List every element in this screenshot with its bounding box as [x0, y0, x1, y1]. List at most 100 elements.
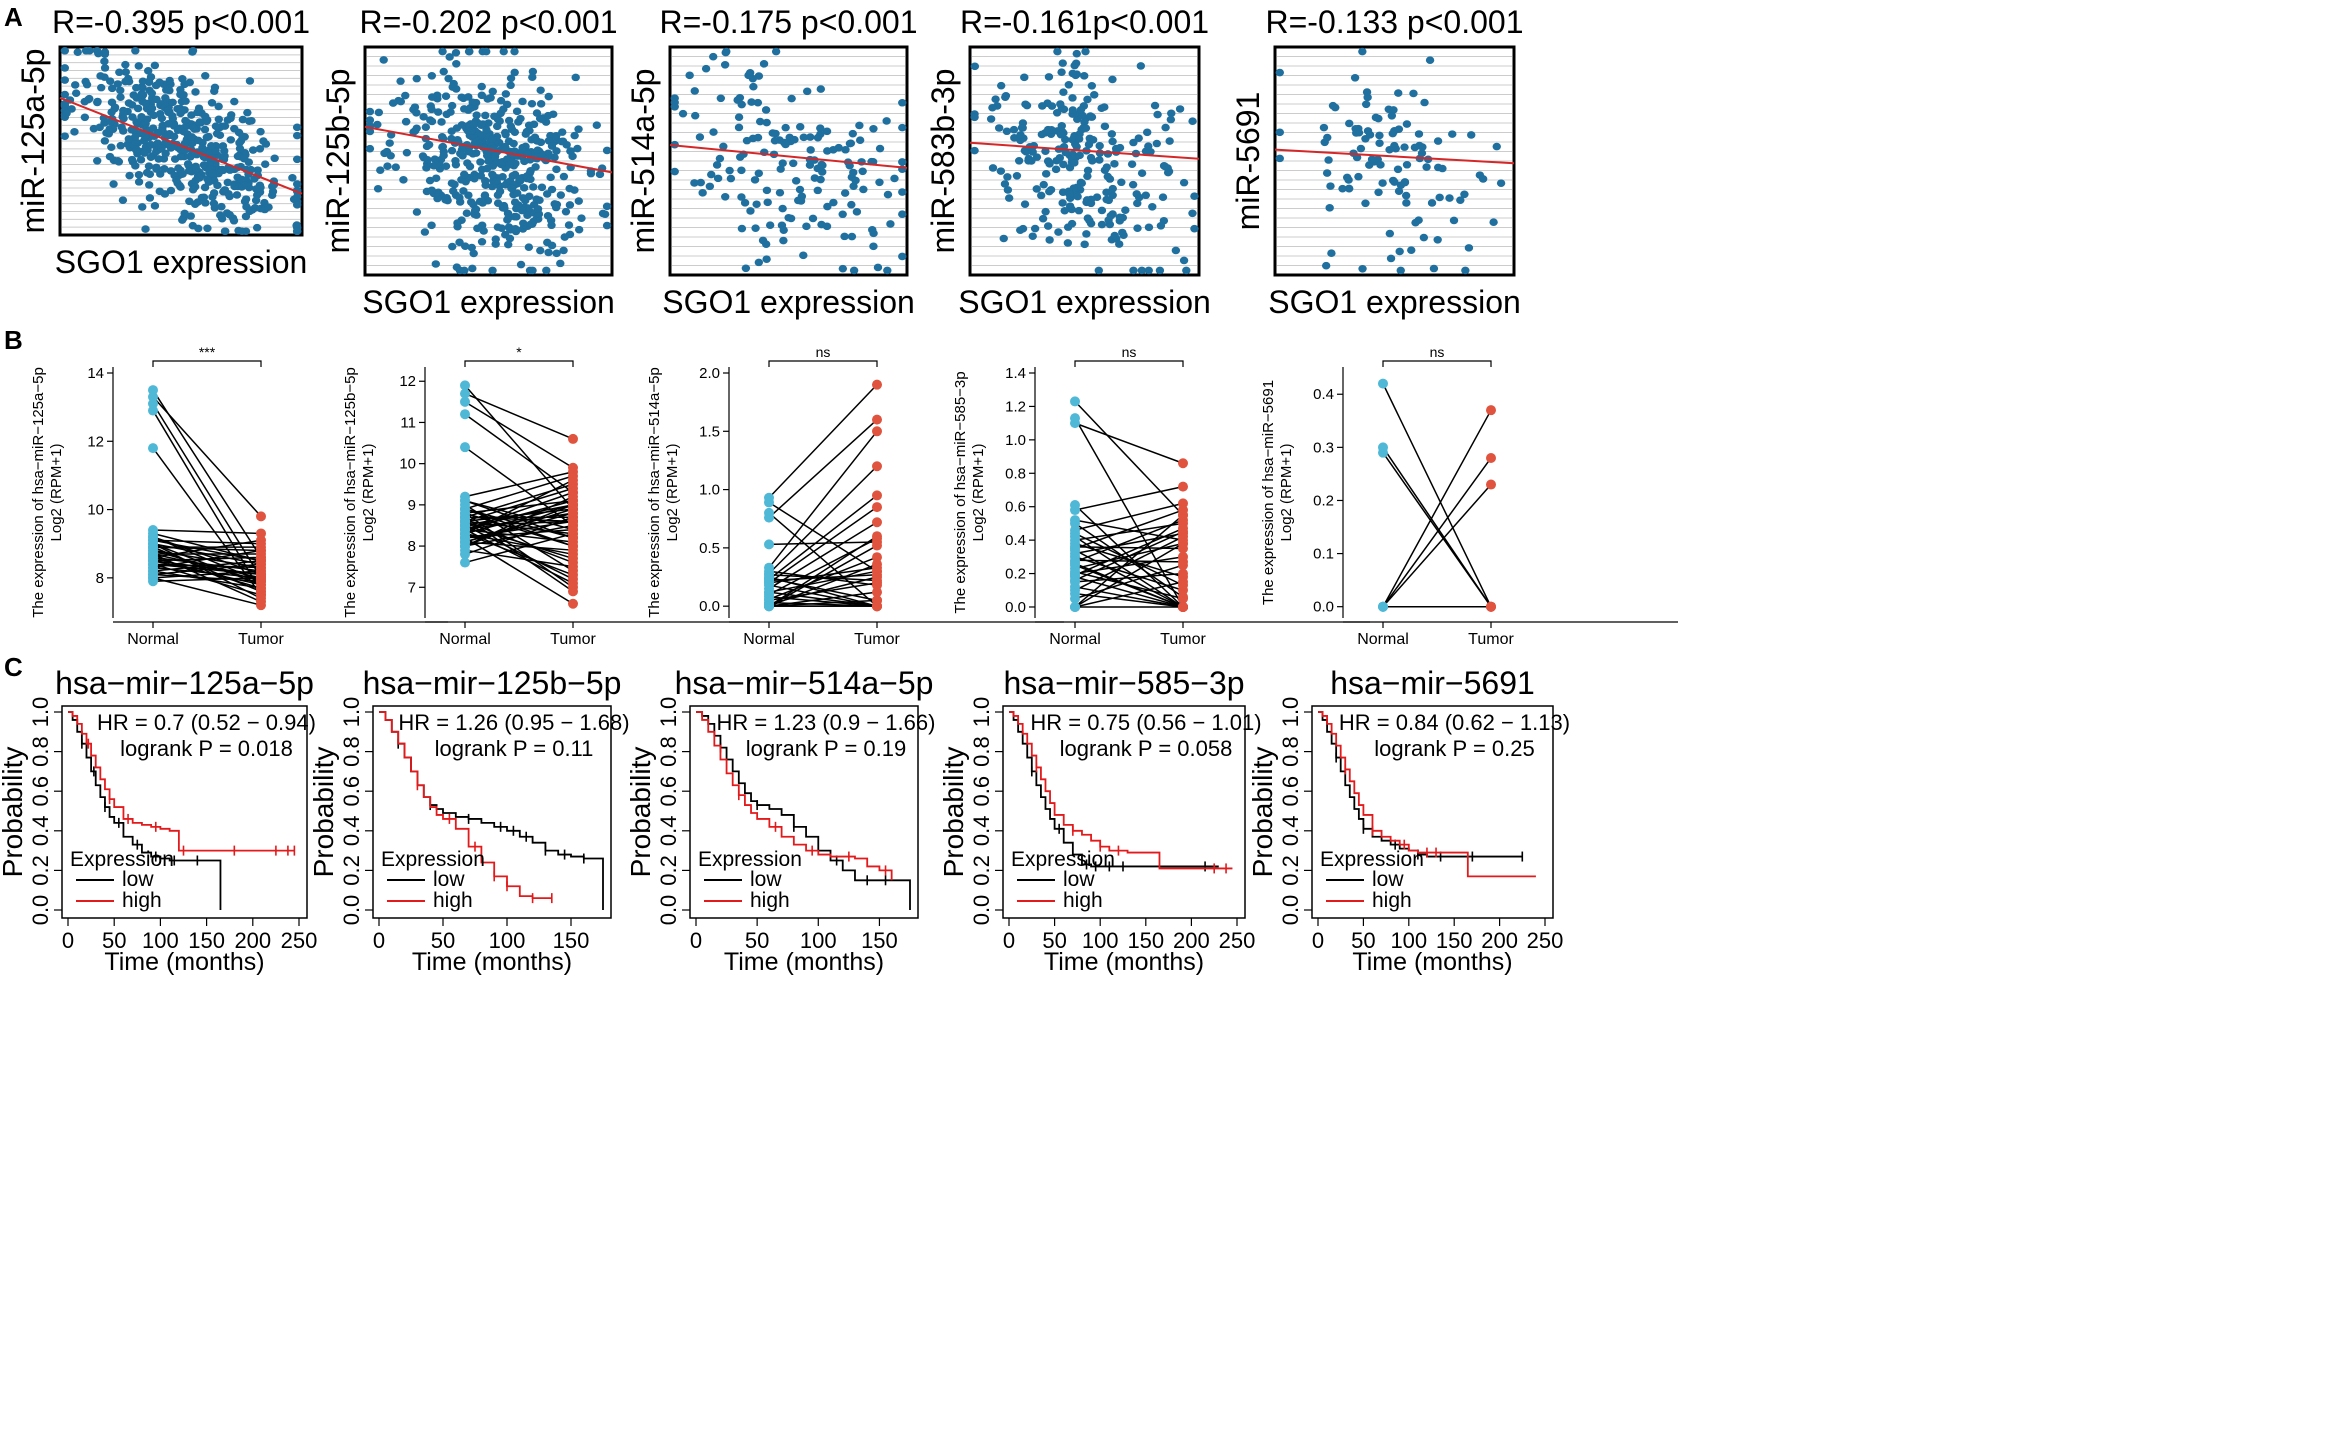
- scatter-point: [1401, 191, 1411, 200]
- scatter-point: [1097, 220, 1107, 229]
- scatter-point: [477, 91, 487, 100]
- scatter-point: [770, 136, 780, 145]
- scatter-point: [1144, 223, 1154, 232]
- scatter-point: [1161, 123, 1170, 132]
- km-curve-high: [1009, 711, 1233, 870]
- km-legend-title: Expression: [698, 848, 802, 871]
- scatter-point: [444, 74, 453, 83]
- scatter-point: [401, 117, 411, 126]
- scatter-point: [1155, 266, 1165, 275]
- scatter-point: [1102, 195, 1111, 204]
- scatter-point: [146, 153, 156, 161]
- pair-line: [1074, 536, 1184, 591]
- scatter-point: [898, 123, 907, 132]
- normal-point: [148, 443, 158, 454]
- pair-line: [1074, 562, 1184, 608]
- x-tick-label: 100: [800, 928, 837, 953]
- pair-lines: [464, 384, 574, 605]
- scatter-point: [493, 199, 503, 207]
- y-tick-label: 1.0: [969, 697, 994, 728]
- scatter-point: [245, 117, 254, 125]
- scatter-point: [1100, 103, 1109, 111]
- km-legend-label-low: low: [1063, 868, 1095, 891]
- x-tick-label: 150: [1127, 928, 1164, 953]
- y-tick-label: 0.8: [656, 736, 681, 767]
- x-tick-label: 0: [1312, 928, 1324, 953]
- scatter-point: [1106, 211, 1116, 220]
- scatter-point: [138, 91, 148, 99]
- scatter-point: [1004, 194, 1014, 202]
- scatter-point: [1179, 256, 1189, 265]
- scatter-point: [855, 121, 864, 130]
- significance-label: ns: [1430, 344, 1445, 360]
- scatter-title: R=-0.175 p<0.001: [660, 4, 918, 40]
- scatter-point: [199, 193, 209, 202]
- scatter-point: [138, 77, 148, 86]
- significance-label: *: [516, 344, 522, 360]
- scatter-point: [1058, 59, 1067, 67]
- scatter-point: [92, 47, 102, 55]
- scatter-point: [100, 137, 110, 145]
- scatter-point: [480, 192, 490, 200]
- tumor-point: [1178, 580, 1188, 591]
- scatter-point: [177, 170, 187, 178]
- y-tick-label: 0.2: [339, 855, 364, 886]
- pair-line: [1382, 409, 1492, 608]
- scatter-point: [602, 146, 612, 155]
- scatter-point: [970, 146, 979, 155]
- pair-lines: [152, 389, 262, 606]
- x-tick-label: 50: [1351, 928, 1375, 953]
- scatter-point: [1387, 111, 1397, 120]
- scatter-point: [140, 132, 150, 141]
- scatter-point: [116, 86, 125, 95]
- scatter-point: [292, 131, 302, 140]
- scatter-point: [424, 140, 434, 149]
- scatter-point: [113, 80, 123, 88]
- scatter-point: [1010, 134, 1019, 142]
- scatter-point: [476, 171, 486, 180]
- y-tick-label: 0.3: [1313, 439, 1334, 456]
- pair-line: [152, 549, 262, 569]
- pair-line: [1074, 531, 1184, 581]
- scatter-point: [506, 74, 516, 83]
- scatter-point: [1354, 172, 1363, 181]
- scatter-point: [496, 96, 506, 105]
- scatter-point: [131, 146, 141, 154]
- scatter-point: [73, 48, 82, 56]
- km-logrank-p: logrank P = 0.058: [1060, 736, 1233, 761]
- scatter-point: [270, 154, 279, 163]
- pair-line: [464, 508, 574, 539]
- y-tick-label: 1.2: [1005, 398, 1026, 415]
- y-tick-label: 0.0: [339, 895, 364, 926]
- tumor-point: [872, 517, 882, 528]
- scatter-point: [1344, 176, 1353, 184]
- scatter-point: [427, 117, 437, 126]
- pair-line: [464, 401, 574, 469]
- scatter-point: [235, 144, 245, 153]
- scatter-point: [528, 266, 537, 275]
- scatter-point: [188, 46, 198, 55]
- km-curve-high: [68, 711, 295, 852]
- normal-point: [1070, 528, 1080, 539]
- scatter-point: [1063, 239, 1073, 247]
- scatter-point: [560, 233, 569, 241]
- scatter-point: [80, 97, 89, 106]
- scatter-point: [1338, 184, 1347, 193]
- scatter-point: [241, 212, 251, 221]
- km-censor-marks-high: [87, 738, 296, 856]
- scatter-point: [82, 80, 92, 89]
- scatter-point: [145, 194, 155, 202]
- panel-letter-c: C: [4, 652, 23, 682]
- scatter-point: [1133, 224, 1142, 232]
- y-tick-label: 0.8: [1005, 465, 1026, 482]
- pair-line: [1074, 519, 1184, 563]
- tumor-point: [568, 483, 578, 494]
- scatter-point: [200, 183, 210, 192]
- scatter-point: [1020, 73, 1029, 82]
- scatter-point: [1068, 106, 1077, 114]
- pair-line: [1074, 532, 1184, 586]
- significance-label: ***: [199, 344, 216, 360]
- scatter-point: [412, 208, 422, 216]
- scatter-point: [482, 125, 491, 134]
- scatter-point: [365, 107, 375, 116]
